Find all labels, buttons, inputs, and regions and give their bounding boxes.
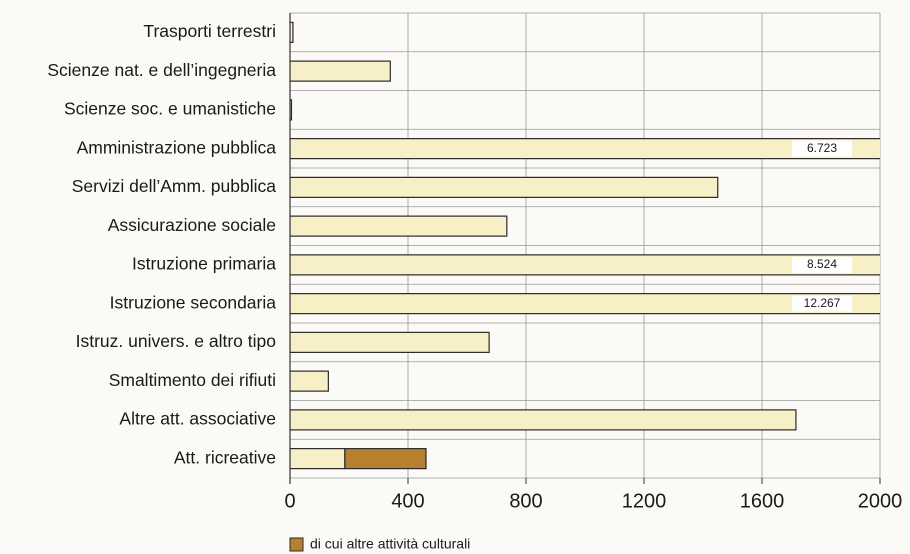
- y-tick-label: Smaltimento dei rifiuti: [109, 370, 276, 390]
- y-tick-label: Assicurazione sociale: [108, 215, 276, 235]
- value-label: 6.723: [807, 141, 837, 155]
- y-tick-label: Scienze soc. e umanistiche: [64, 99, 276, 119]
- bar: [290, 215, 508, 237]
- y-tick-label: Att. ricreative: [174, 447, 276, 467]
- y-tick-label: Trasporti terrestri: [143, 21, 276, 41]
- value-label-bg: [792, 295, 852, 312]
- x-tick-label: 1200: [622, 490, 667, 512]
- value-label: 8.524: [807, 257, 837, 271]
- bar: [290, 60, 391, 82]
- x-tick-label: 1600: [740, 490, 785, 512]
- bar: [290, 409, 797, 431]
- x-tick-label: 0: [284, 490, 295, 512]
- bar: [290, 448, 346, 470]
- y-tick-label: Amministrazione pubblica: [77, 137, 277, 157]
- y-tick-label: Istruz. univers. e altro tipo: [76, 331, 276, 351]
- bar: [290, 21, 294, 43]
- legend-label: di cui altre attività culturali: [310, 536, 470, 552]
- x-tick-label: 800: [509, 490, 542, 512]
- y-tick-label: Servizi dell’Amm. pubblica: [72, 176, 277, 196]
- legend-swatch: [289, 537, 304, 552]
- value-label: 12.267: [804, 296, 841, 310]
- bar: [290, 138, 880, 160]
- bar: [290, 254, 880, 276]
- x-tick-label: 2000: [858, 490, 903, 512]
- value-label-bg: [792, 256, 852, 273]
- y-tick-label: Istruzione primaria: [132, 254, 276, 274]
- y-tick-label: Altre att. associative: [119, 409, 276, 429]
- value-label-bg: [792, 140, 852, 157]
- bar: [290, 370, 329, 392]
- bar: [290, 176, 719, 198]
- bar: [290, 99, 293, 121]
- bar: [290, 293, 880, 315]
- y-tick-label: Scienze nat. e dell’ingegneria: [47, 60, 276, 80]
- y-tick-label: Istruzione secondaria: [110, 292, 277, 312]
- bar: [344, 448, 427, 470]
- bar: [290, 331, 490, 353]
- bars: [290, 21, 880, 470]
- x-tick-label: 400: [391, 490, 424, 512]
